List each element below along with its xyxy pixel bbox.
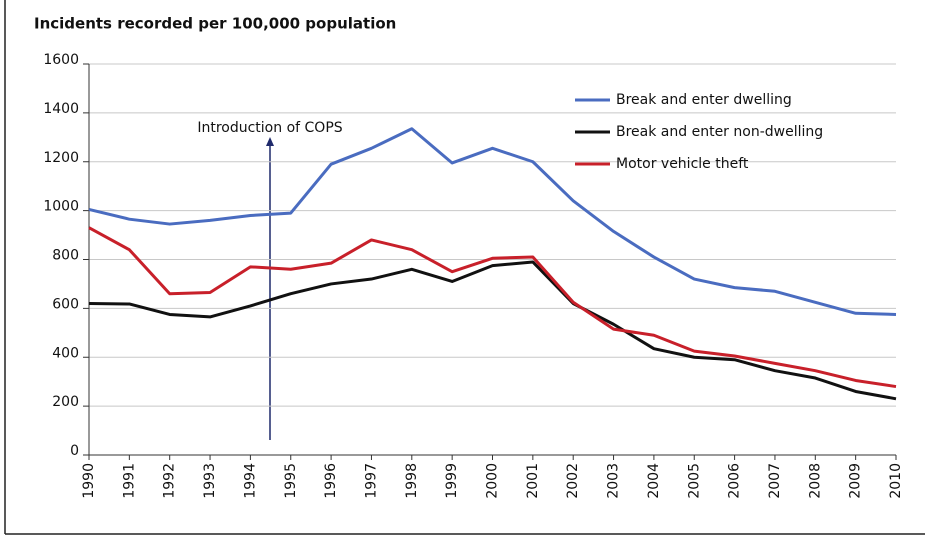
y-tick-label: 400 <box>52 345 79 361</box>
y-tick-label: 1000 <box>43 199 79 215</box>
y-tick-label: 1600 <box>43 52 79 68</box>
arrow-head <box>266 137 274 146</box>
x-tick-label: 2004 <box>646 463 662 499</box>
y-tick-label: 1400 <box>43 101 79 117</box>
x-tick-label: 1999 <box>444 463 460 499</box>
x-tick-label: 1994 <box>242 463 258 499</box>
x-tick-label: 1991 <box>121 463 137 499</box>
x-tick-label: 2006 <box>727 463 743 499</box>
chart-title: Incidents recorded per 100,000 populatio… <box>34 15 396 33</box>
y-tick-label: 200 <box>52 394 79 410</box>
x-tick-label: 1996 <box>323 463 339 499</box>
y-tick-label: 600 <box>52 296 79 312</box>
series-line <box>88 260 897 401</box>
y-tick-label: 800 <box>52 248 79 264</box>
y-tick-label: 0 <box>70 443 79 459</box>
x-tick-label: 1993 <box>202 463 218 499</box>
x-tick-label: 2008 <box>807 463 823 499</box>
x-tick-label: 1992 <box>162 463 178 499</box>
x-tick-label: 2001 <box>525 463 541 499</box>
x-tick-label: 2000 <box>485 463 501 499</box>
x-tick-label: 1990 <box>81 463 97 499</box>
x-tick-label: 2007 <box>767 463 783 499</box>
series-line <box>88 127 897 316</box>
x-tick-label: 1995 <box>283 463 299 499</box>
x-tick-label: 2003 <box>606 463 622 499</box>
x-tick-label: 2002 <box>565 463 581 499</box>
x-tick-label: 2005 <box>686 463 702 499</box>
legend-label: Break and enter non-dwelling <box>616 124 823 140</box>
series-line <box>88 226 897 389</box>
x-tick-label: 1998 <box>404 463 420 499</box>
x-tick-label: 2009 <box>848 463 864 499</box>
x-tick-label: 2010 <box>888 463 904 499</box>
y-tick-label: 1200 <box>43 150 79 166</box>
x-tick-label: 1997 <box>363 463 379 499</box>
legend-label: Break and enter dwelling <box>616 92 792 108</box>
legend-label: Motor vehicle theft <box>616 156 749 172</box>
annotation: Introduction of COPS <box>197 120 342 136</box>
